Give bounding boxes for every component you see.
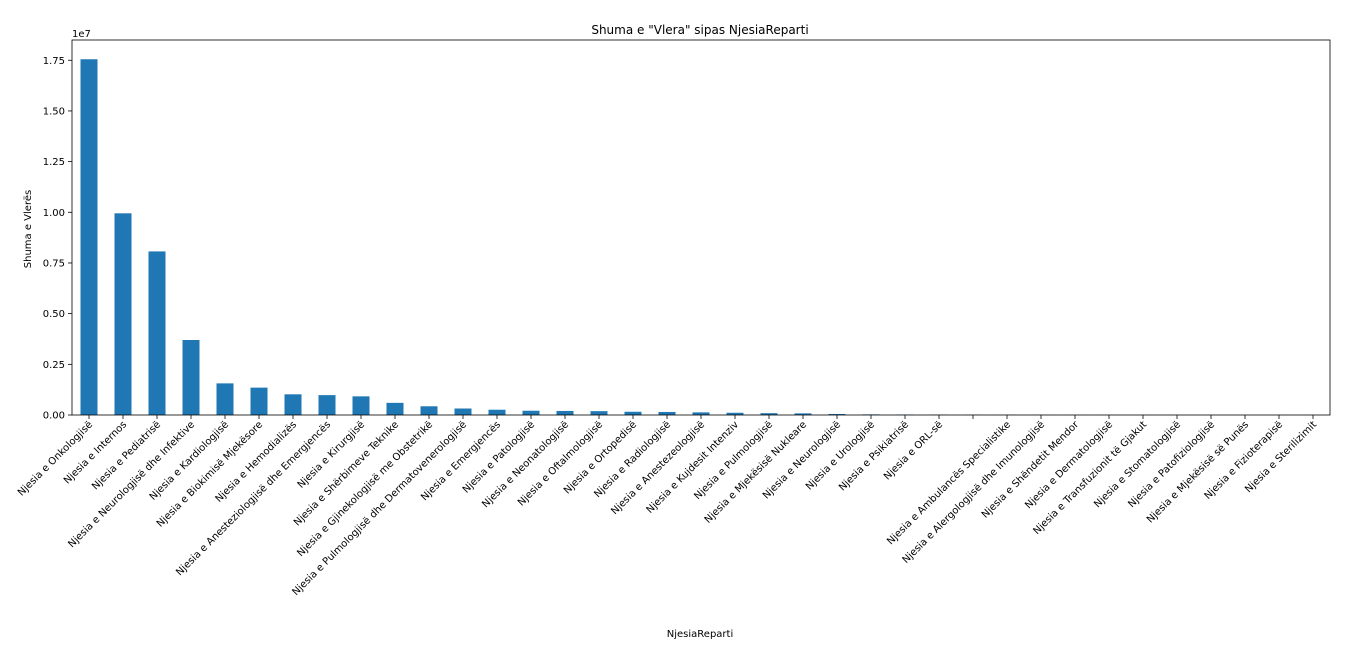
bar: [318, 395, 336, 415]
y-tick-label: 0.50: [43, 309, 65, 320]
bar: [726, 412, 744, 415]
x-tick-label: Njesia e Anesteziologjisë dhe Emergjencë…: [174, 419, 333, 578]
y-tick-label: 1.50: [43, 106, 65, 117]
bar: [284, 394, 302, 415]
y-tick-label: 1.75: [43, 56, 65, 67]
y-tick-label: 0.00: [43, 411, 65, 422]
y-tick-label: 1.25: [43, 157, 65, 168]
bar: [216, 383, 234, 415]
y-tick-label: 0.25: [43, 360, 65, 371]
bar: [624, 411, 642, 415]
bar-series: [80, 59, 1322, 416]
bar: [828, 413, 846, 415]
bar: [352, 396, 370, 415]
bar: [148, 251, 166, 415]
bar: [590, 411, 608, 415]
y-tick-label: 0.75: [43, 258, 65, 269]
bar: [250, 387, 268, 415]
y-axis-offset-label: 1e7: [72, 29, 91, 40]
chart-title: Shuma e "Vlera" sipas NjesiaReparti: [591, 23, 808, 37]
x-axis-title: NjesiaReparti: [667, 629, 733, 640]
y-axis: 0.00 0.25 0.50 0.75 1.00 1.25 1.50 1.75: [43, 56, 72, 422]
bar: [794, 413, 812, 415]
bar: [522, 410, 540, 415]
bar: [556, 410, 574, 415]
bar: [488, 409, 506, 415]
bar: [80, 59, 98, 416]
bar: [454, 408, 472, 415]
bar: [658, 411, 676, 415]
bar: [114, 213, 132, 415]
bar: [386, 402, 404, 415]
x-tick-label: Njesia e ORL-së: [882, 419, 945, 482]
bar: [692, 412, 710, 415]
x-tick-label: Njesia e Ambulancës Specialistike: [885, 419, 1013, 547]
bar: [182, 340, 200, 415]
y-axis-title: Shuma e Vlerës: [23, 190, 34, 268]
bar: [420, 406, 438, 415]
x-tick-label: Njesia e Internos: [62, 419, 129, 486]
plot-frame: [71, 39, 1331, 416]
y-tick-label: 1.00: [43, 208, 65, 219]
x-tick-label: Njesia e Neurologjisë dhe Infektive: [66, 419, 197, 550]
bar: [760, 413, 778, 415]
